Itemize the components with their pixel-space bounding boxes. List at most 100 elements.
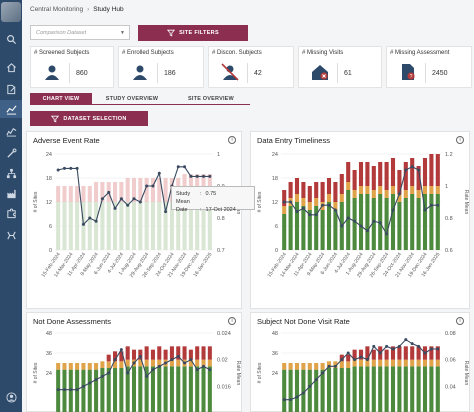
bar-segment: [106, 368, 111, 412]
y2-tick-label: 0.08: [445, 331, 456, 337]
bar-segment: [182, 202, 187, 250]
bar-segment: [429, 346, 434, 360]
bar-segment: [371, 349, 376, 360]
rate-mean-point: [333, 208, 337, 212]
rate-mean-point: [301, 391, 305, 395]
bar-segment: [416, 346, 421, 360]
rate-mean-point: [301, 206, 305, 210]
bar-segment: [403, 359, 408, 367]
comparison-dataset-select[interactable]: Comparison Dataset ▼: [30, 25, 130, 40]
bar-segment: [397, 170, 402, 194]
rate-mean-point: [282, 398, 286, 402]
bar-segment: [416, 198, 421, 250]
search-icon[interactable]: [0, 30, 22, 48]
network-icon[interactable]: [0, 226, 22, 244]
bar-segment: [87, 202, 92, 250]
bar-segment: [176, 202, 181, 250]
bar-segment: [435, 359, 440, 367]
site-filters-label: SITE FILTERS: [179, 30, 219, 36]
document-edit-icon[interactable]: [0, 80, 22, 98]
info-icon[interactable]: i: [456, 136, 464, 144]
bar-segment: [201, 359, 206, 367]
y-axis-label: # of Sites: [33, 191, 39, 212]
y2-tick-label: 0.04: [445, 384, 456, 390]
tab-site-overview[interactable]: SITE OVERVIEW: [172, 93, 250, 105]
bar-segment: [378, 366, 383, 412]
tab-study-overview[interactable]: STUDY OVERVIEW: [92, 93, 172, 105]
rate-mean-point: [295, 210, 299, 214]
rate-mean-point: [346, 216, 350, 220]
bar-segment: [358, 366, 364, 412]
trend-chart-icon[interactable]: [0, 122, 22, 140]
hierarchy-icon[interactable]: [0, 164, 22, 182]
bar-segment: [346, 190, 351, 250]
bar-segment: [410, 194, 415, 250]
bar-segment: [62, 363, 67, 370]
bar-segment: [403, 346, 408, 360]
bar-segment: [301, 198, 306, 206]
bar-segment: [416, 190, 421, 198]
building-icon[interactable]: [0, 184, 22, 202]
y2-tick-label: 0.8: [217, 216, 225, 222]
bar-segment: [201, 202, 206, 250]
bar-segment: [422, 366, 428, 412]
site-filters-button[interactable]: SITE FILTERS: [138, 25, 248, 41]
kpi-divider: [425, 63, 426, 83]
home-icon[interactable]: [0, 58, 22, 76]
info-icon[interactable]: i: [228, 317, 236, 325]
sidebar: [0, 0, 22, 412]
bar-segment: [56, 202, 61, 250]
tools-icon[interactable]: [0, 144, 22, 162]
bar-segment: [75, 363, 80, 370]
rate-mean-point: [202, 174, 206, 178]
breadcrumb: Central Monitoring › Study Hub: [30, 6, 124, 13]
y-axis-label: # of Sites: [33, 362, 39, 383]
dataset-selection-label: DATASET SELECTION: [63, 115, 127, 122]
user-account-icon[interactable]: [0, 388, 22, 406]
rate-mean-point: [81, 384, 85, 388]
bar-segment: [288, 363, 293, 370]
bar-segment: [138, 359, 143, 367]
kpi-divider: [157, 63, 158, 83]
rate-mean-point: [289, 200, 293, 204]
info-icon[interactable]: i: [456, 317, 464, 325]
bar-segment: [365, 194, 370, 250]
bar-segment: [339, 361, 344, 368]
y-tick-label: 24: [272, 152, 278, 158]
bar-segment: [333, 202, 338, 210]
y2-tick-label: 0.02: [217, 358, 228, 364]
bar-segment: [390, 366, 396, 412]
rate-mean-point: [119, 348, 123, 352]
bar-segment: [282, 369, 287, 412]
bar-segment: [207, 359, 212, 367]
y2-tick-label: 0.6: [445, 248, 453, 254]
bar-segment: [333, 368, 338, 412]
puzzle-icon[interactable]: [0, 204, 22, 222]
bar-segment: [131, 202, 137, 250]
bar-segment: [125, 202, 130, 250]
dataset-selection-button[interactable]: DATASET SELECTION: [30, 111, 148, 126]
rate-mean-point: [404, 168, 408, 172]
breadcrumb-central-monitoring[interactable]: Central Monitoring: [30, 6, 84, 13]
bar-segment: [87, 186, 92, 202]
bar-segment: [390, 194, 396, 250]
rate-mean-point: [327, 203, 331, 207]
analytics-icon[interactable]: [0, 100, 22, 118]
bar-segment: [397, 194, 402, 202]
bar-segment: [301, 206, 306, 250]
bar-segment: [435, 154, 440, 186]
bar-segment: [87, 369, 92, 412]
bar-segment: [429, 186, 434, 194]
rate-mean-point: [365, 229, 369, 233]
info-icon[interactable]: i: [228, 136, 236, 144]
chart-panel-data-entry-timeliness: 0 6 12 18 24 0.6 0.8 1 1.2 # of Sites Rate Mean 15-…: [250, 131, 470, 309]
bar-segment: [397, 366, 402, 412]
tab-chart-view[interactable]: CHART VIEW: [30, 93, 92, 105]
chart-title: Not Done Assessments: [33, 317, 111, 326]
rate-mean-point: [340, 358, 344, 362]
bar-segment: [371, 366, 376, 412]
rate-mean-point: [81, 222, 85, 226]
bar-segment: [410, 359, 415, 367]
